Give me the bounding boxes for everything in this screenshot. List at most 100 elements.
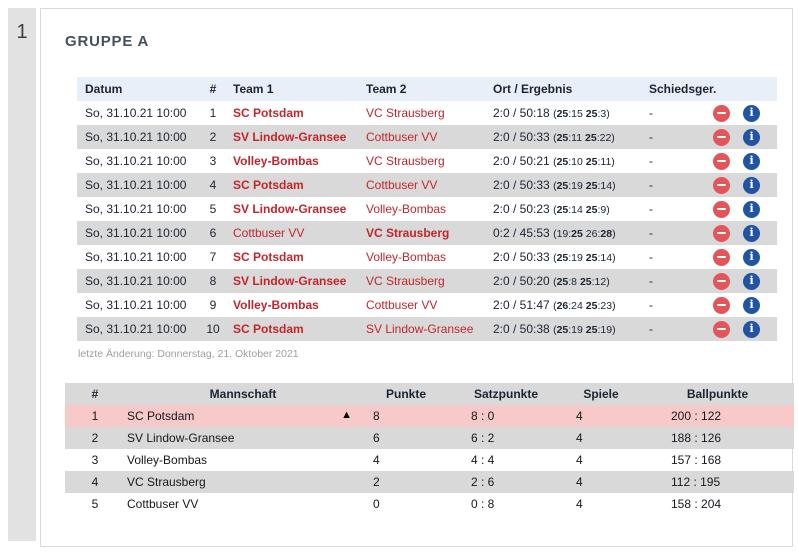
minus-glyph [717, 279, 726, 283]
match-team1-cell: Cottbuser VV [225, 221, 358, 245]
match-info-icon[interactable]: i [743, 176, 760, 194]
header-team1: Team 1 [225, 77, 358, 101]
standings-header-row: # Mannschaft Punkte Satzpunkte Spiele Ba… [65, 383, 794, 405]
match-number: 2 [209, 130, 217, 144]
match-info-icon[interactable]: i [743, 128, 760, 146]
standing-points: 2 [373, 475, 380, 489]
match-team1-cell: SC Potsdam [225, 173, 358, 197]
match-row: So, 31.10.21 10:00 1 SC Potsdam VC Strausbe… [77, 101, 777, 125]
match-info-icon[interactable]: i [743, 224, 760, 242]
standing-team-name: SC Potsdam [127, 409, 195, 423]
match-actions: i [707, 149, 777, 173]
remove-match-icon[interactable] [713, 224, 730, 242]
standings-tbody: 1 SC Potsdam ▲ 8 8 : 0 4 200 : 122 2 SV Lindow-G… [65, 405, 794, 515]
header-actions [707, 77, 777, 101]
match-set-results: (25:11 25:22) [553, 132, 615, 144]
match-referee: - [649, 274, 653, 288]
standing-team-name: Cottbuser VV [127, 497, 199, 511]
standing-rank: 2 [91, 431, 99, 445]
remove-match-icon[interactable] [713, 128, 730, 146]
match-score: 2:0 / 50:38 [493, 322, 550, 336]
standing-games: 4 [576, 453, 583, 467]
match-info-icon[interactable]: i [743, 272, 760, 290]
match-team1-cell: Volley-Bombas [225, 149, 358, 173]
team2-name: SV Lindow-Gransee [366, 322, 474, 336]
match-referee: - [649, 298, 653, 312]
match-date: So, 31.10.21 10:00 [85, 130, 187, 144]
team2-name: Cottbuser VV [366, 130, 438, 144]
match-actions: i [707, 317, 777, 341]
match-info-icon[interactable]: i [743, 248, 760, 266]
match-number: 8 [209, 274, 217, 288]
match-date: So, 31.10.21 10:00 [85, 178, 187, 192]
match-info-icon[interactable]: i [743, 200, 760, 218]
standings-row: 5 Cottbuser VV 0 0 : 8 4 158 : 204 [65, 493, 794, 515]
standing-rank: 1 [91, 409, 99, 423]
standing-setpoints: 0 : 8 [471, 497, 495, 511]
match-result: 2:0 / 50:20 (25:8 25:12) [485, 269, 641, 293]
match-actions: i [707, 101, 777, 125]
minus-glyph [717, 159, 726, 163]
match-row: So, 31.10.21 10:00 2 SV Lindow-Gransee Cott… [77, 125, 777, 149]
match-score: 2:0 / 50:23 [493, 202, 550, 216]
team1-name: Cottbuser VV [233, 226, 305, 240]
minus-glyph [717, 183, 726, 187]
team2-name: Volley-Bombas [366, 202, 447, 216]
team1-name: SV Lindow-Gransee [233, 130, 347, 144]
match-result: 2:0 / 50:33 (25:19 25:14) [485, 245, 641, 269]
match-row: So, 31.10.21 10:00 4 SC Potsdam Cottbuser V… [77, 173, 777, 197]
remove-match-icon[interactable] [713, 248, 730, 266]
match-number: 4 [209, 178, 217, 192]
match-date: So, 31.10.21 10:00 [85, 202, 187, 216]
team2-name: Volley-Bombas [366, 250, 447, 264]
match-result: 2:0 / 50:33 (25:19 25:14) [485, 173, 641, 197]
header-games: Spiele [561, 383, 641, 405]
team2-name: VC Strausberg [366, 274, 445, 288]
standing-setpoints: 4 : 4 [471, 453, 495, 467]
standing-games: 4 [576, 475, 583, 489]
match-referee: - [649, 130, 653, 144]
standing-team-cell: Volley-Bombas [125, 449, 361, 471]
minus-glyph [717, 135, 726, 139]
remove-match-icon[interactable] [713, 200, 730, 218]
match-team1-cell: SV Lindow-Gransee [225, 269, 358, 293]
remove-match-icon[interactable] [713, 152, 730, 170]
match-info-icon[interactable]: i [743, 296, 760, 314]
match-result: 2:0 / 50:38 (25:19 25:19) [485, 317, 641, 341]
remove-match-icon[interactable] [713, 176, 730, 194]
match-referee: - [649, 106, 653, 120]
match-team2-cell: Volley-Bombas [358, 245, 485, 269]
standing-setpoints: 2 : 6 [471, 475, 495, 489]
standings-row: 1 SC Potsdam ▲ 8 8 : 0 4 200 : 122 [65, 405, 794, 427]
match-actions: i [707, 245, 777, 269]
match-date: So, 31.10.21 10:00 [85, 106, 187, 120]
standing-setpoints: 8 : 0 [471, 409, 495, 423]
match-team1-cell: SC Potsdam [225, 317, 358, 341]
match-set-results: (26:24 25:23) [553, 300, 616, 312]
remove-match-icon[interactable] [713, 272, 730, 290]
standing-ballpoints: 188 : 126 [671, 431, 722, 445]
match-info-icon[interactable]: i [743, 152, 760, 170]
trend-up-icon: ▲ [341, 409, 352, 421]
remove-match-icon[interactable] [713, 104, 730, 122]
match-row: So, 31.10.21 10:00 5 SV Lindow-Gransee Voll… [77, 197, 777, 221]
match-number: 6 [209, 226, 217, 240]
match-date: So, 31.10.21 10:00 [85, 322, 187, 336]
matches-header-row: Datum # Team 1 Team 2 Ort / Ergebnis Sch… [77, 77, 777, 101]
match-set-results: (25:14 25:9) [553, 204, 610, 216]
standing-points: 8 [373, 409, 380, 423]
match-info-icon[interactable]: i [743, 104, 760, 122]
match-row: So, 31.10.21 10:00 8 SV Lindow-Gransee VC S… [77, 269, 777, 293]
match-date: So, 31.10.21 10:00 [85, 274, 187, 288]
match-info-icon[interactable]: i [743, 320, 760, 338]
standing-ballpoints: 112 : 195 [671, 475, 721, 489]
remove-match-icon[interactable] [713, 296, 730, 314]
match-score: 2:0 / 51:47 [493, 298, 550, 312]
standing-points: 4 [373, 453, 380, 467]
match-team1-cell: SC Potsdam [225, 245, 358, 269]
standing-team-cell: VC Strausberg [125, 471, 361, 493]
matches-tbody: So, 31.10.21 10:00 1 SC Potsdam VC Strausbe… [77, 101, 777, 341]
header-setpoints: Satzpunkte [451, 383, 561, 405]
remove-match-icon[interactable] [713, 320, 730, 338]
match-team2-cell: Volley-Bombas [358, 197, 485, 221]
